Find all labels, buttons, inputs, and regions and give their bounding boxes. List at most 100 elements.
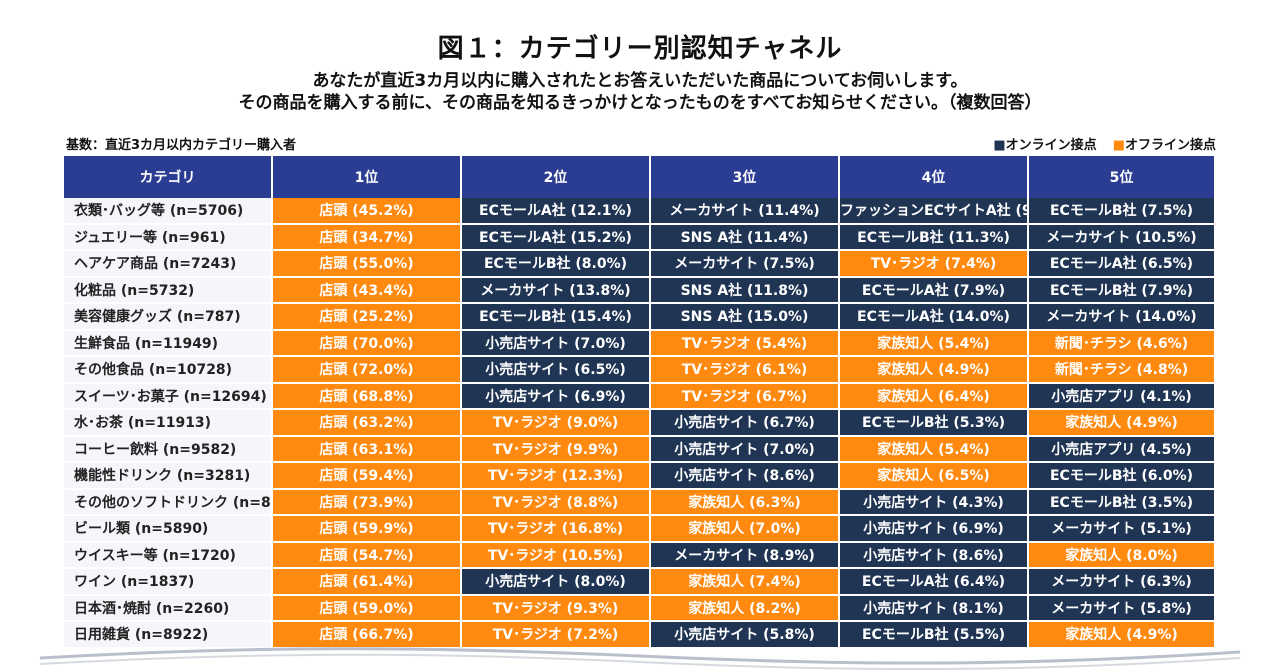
rank-5-cell: 家族知人 (8.0%)	[1029, 542, 1216, 569]
rank-4-cell: 家族知人 (5.4%)	[840, 330, 1029, 357]
column-header-rank-4: 4位	[840, 156, 1029, 198]
rank-5-cell: ECモールB社 (7.9%)	[1029, 277, 1216, 304]
rank-1-cell: 店頭 (25.2%)	[273, 304, 462, 331]
rank-3-cell: 家族知人 (7.4%)	[651, 569, 840, 596]
rank-4-cell: ECモールA社 (7.9%)	[840, 277, 1029, 304]
category-cell: 美容健康グッズ (n=787)	[64, 304, 273, 331]
table-row: ビール類 (n=5890) 店頭 (59.9%) TV･ラジオ (16.8%) 家族知…	[64, 516, 1216, 543]
rank-5-cell: ECモールB社 (6.0%)	[1029, 463, 1216, 490]
rank-2-cell: 小売店サイト (6.9%)	[462, 383, 651, 410]
rank-2-cell: 小売店サイト (6.5%)	[462, 357, 651, 384]
category-cell: その他食品 (n=10728)	[64, 357, 273, 384]
table-row: 衣類･バッグ等 (n=5706) 店頭 (45.2%) ECモールA社 (12.1%…	[64, 198, 1216, 225]
subtitle-line-2: その商品を購入する前に、その商品を知るきっかけとなったものをすべてお知らせくださ…	[238, 93, 1042, 113]
table-row: 日用雑貨 (n=8922) 店頭 (66.7%) TV･ラジオ (7.2%) 小売店サ…	[64, 622, 1216, 649]
rank-2-cell: 小売店サイト (7.0%)	[462, 330, 651, 357]
table-row: 化粧品 (n=5732) 店頭 (43.4%) メーカサイト (13.8%) SNS …	[64, 277, 1216, 304]
table-row: ジュエリー等 (n=961) 店頭 (34.7%) ECモールA社 (15.2%) S…	[64, 224, 1216, 251]
rank-5-cell: メーカサイト (5.8%)	[1029, 595, 1216, 622]
rank-4-cell: 小売店サイト (8.1%)	[840, 595, 1029, 622]
rank-1-cell: 店頭 (70.0%)	[273, 330, 462, 357]
rank-2-cell: TV･ラジオ (7.2%)	[462, 622, 651, 649]
rank-1-cell: 店頭 (59.0%)	[273, 595, 462, 622]
rank-4-cell: ECモールB社 (5.5%)	[840, 622, 1029, 649]
table-row: ウイスキー等 (n=1720) 店頭 (54.7%) TV･ラジオ (10.5%) メ…	[64, 542, 1216, 569]
rank-5-cell: 新聞･チラシ (4.8%)	[1029, 357, 1216, 384]
rank-1-cell: 店頭 (63.1%)	[273, 436, 462, 463]
rank-2-cell: TV･ラジオ (10.5%)	[462, 542, 651, 569]
rank-5-cell: ECモールB社 (3.5%)	[1029, 489, 1216, 516]
rank-4-cell: ファッションECサイトA社 (9.4%)	[840, 198, 1029, 225]
rank-2-cell: TV･ラジオ (16.8%)	[462, 516, 651, 543]
rank-3-cell: 小売店サイト (7.0%)	[651, 436, 840, 463]
table-row: 日本酒･焼酎 (n=2260) 店頭 (59.0%) TV･ラジオ (9.3%) 家族…	[64, 595, 1216, 622]
rank-3-cell: メーカサイト (11.4%)	[651, 198, 840, 225]
channel-table: カテゴリ 1位 2位 3位 4位 5位 衣類･バッグ等 (n=5706) 店頭 (45.2%…	[64, 156, 1216, 649]
table-header: カテゴリ 1位 2位 3位 4位 5位	[64, 156, 1216, 198]
base-note: 基数：直近3カ月以内カテゴリー購入者	[66, 138, 297, 153]
legend-label: オンライン接点	[1005, 138, 1097, 153]
rank-1-cell: 店頭 (63.2%)	[273, 410, 462, 437]
category-cell: 衣類･バッグ等 (n=5706)	[64, 198, 273, 225]
category-cell: ヘアケア商品 (n=7243)	[64, 251, 273, 278]
category-cell: 日本酒･焼酎 (n=2260)	[64, 595, 273, 622]
rank-3-cell: 小売店サイト (6.7%)	[651, 410, 840, 437]
rank-2-cell: 小売店サイト (8.0%)	[462, 569, 651, 596]
rank-5-cell: メーカサイト (10.5%)	[1029, 224, 1216, 251]
rank-3-cell: SNS A社 (15.0%)	[651, 304, 840, 331]
rank-2-cell: ECモールA社 (15.2%)	[462, 224, 651, 251]
table-row: 生鮮食品 (n=11949) 店頭 (70.0%) 小売店サイト (7.0%) TV･…	[64, 330, 1216, 357]
rank-1-cell: 店頭 (68.8%)	[273, 383, 462, 410]
rank-5-cell: ECモールB社 (7.5%)	[1029, 198, 1216, 225]
column-header-category: カテゴリ	[64, 156, 273, 198]
rank-2-cell: TV･ラジオ (8.8%)	[462, 489, 651, 516]
category-cell: スイーツ･お菓子 (n=12694)	[64, 383, 273, 410]
category-cell: ビール類 (n=5890)	[64, 516, 273, 543]
rank-4-cell: ECモールA社 (14.0%)	[840, 304, 1029, 331]
legend: ■オンライン接点 ■オフライン接点	[993, 134, 1216, 153]
rank-1-cell: 店頭 (72.0%)	[273, 357, 462, 384]
rank-4-cell: ECモールA社 (6.4%)	[840, 569, 1029, 596]
rank-3-cell: メーカサイト (7.5%)	[651, 251, 840, 278]
rank-4-cell: 家族知人 (5.4%)	[840, 436, 1029, 463]
rank-2-cell: TV･ラジオ (9.3%)	[462, 595, 651, 622]
category-cell: 日用雑貨 (n=8922)	[64, 622, 273, 649]
legend-online: ■オンライン接点	[993, 134, 1096, 153]
column-header-rank-1: 1位	[273, 156, 462, 198]
rank-3-cell: TV･ラジオ (5.4%)	[651, 330, 840, 357]
rank-3-cell: 家族知人 (7.0%)	[651, 516, 840, 543]
category-cell: 水･お茶 (n=11913)	[64, 410, 273, 437]
table-row: コーヒー飲料 (n=9582) 店頭 (63.1%) TV･ラジオ (9.9%) 小売…	[64, 436, 1216, 463]
category-cell: ウイスキー等 (n=1720)	[64, 542, 273, 569]
legend-swatch: ■	[1112, 138, 1125, 153]
table-row: 水･お茶 (n=11913) 店頭 (63.2%) TV･ラジオ (9.0%) 小売店…	[64, 410, 1216, 437]
page-title: 図１：カテゴリー別認知チャネル	[437, 34, 843, 64]
rank-1-cell: 店頭 (59.4%)	[273, 463, 462, 490]
rank-1-cell: 店頭 (43.4%)	[273, 277, 462, 304]
rank-5-cell: 新聞･チラシ (4.6%)	[1029, 330, 1216, 357]
table-row: ヘアケア商品 (n=7243) 店頭 (55.0%) ECモールB社 (8.0%) メ…	[64, 251, 1216, 278]
rank-5-cell: 家族知人 (4.9%)	[1029, 410, 1216, 437]
rank-1-cell: 店頭 (55.0%)	[273, 251, 462, 278]
rank-4-cell: 家族知人 (6.4%)	[840, 383, 1029, 410]
rank-5-cell: メーカサイト (14.0%)	[1029, 304, 1216, 331]
rank-4-cell: 小売店サイト (6.9%)	[840, 516, 1029, 543]
rank-4-cell: 小売店サイト (4.3%)	[840, 489, 1029, 516]
rank-2-cell: ECモールA社 (12.1%)	[462, 198, 651, 225]
rank-2-cell: TV･ラジオ (9.9%)	[462, 436, 651, 463]
rank-3-cell: SNS A社 (11.8%)	[651, 277, 840, 304]
rank-1-cell: 店頭 (66.7%)	[273, 622, 462, 649]
table-row: 機能性ドリンク (n=3281) 店頭 (59.4%) TV･ラジオ (12.3%)…	[64, 463, 1216, 490]
category-cell: ワイン (n=1837)	[64, 569, 273, 596]
table-body: 衣類･バッグ等 (n=5706) 店頭 (45.2%) ECモールA社 (12.1%…	[64, 198, 1216, 649]
rank-3-cell: TV･ラジオ (6.1%)	[651, 357, 840, 384]
rank-3-cell: TV･ラジオ (6.7%)	[651, 383, 840, 410]
table-row: その他のソフトドリンク (n=838)店頭 (73.9%)TV･ラジオ (8.8…	[64, 489, 1216, 516]
rank-1-cell: 店頭 (45.2%)	[273, 198, 462, 225]
rank-2-cell: ECモールB社 (8.0%)	[462, 251, 651, 278]
rank-5-cell: 小売店アプリ (4.5%)	[1029, 436, 1216, 463]
rank-2-cell: メーカサイト (13.8%)	[462, 277, 651, 304]
rank-1-cell: 店頭 (59.9%)	[273, 516, 462, 543]
rank-5-cell: 小売店アプリ (4.1%)	[1029, 383, 1216, 410]
category-cell: その他のソフトドリンク (n=838)	[64, 489, 273, 516]
